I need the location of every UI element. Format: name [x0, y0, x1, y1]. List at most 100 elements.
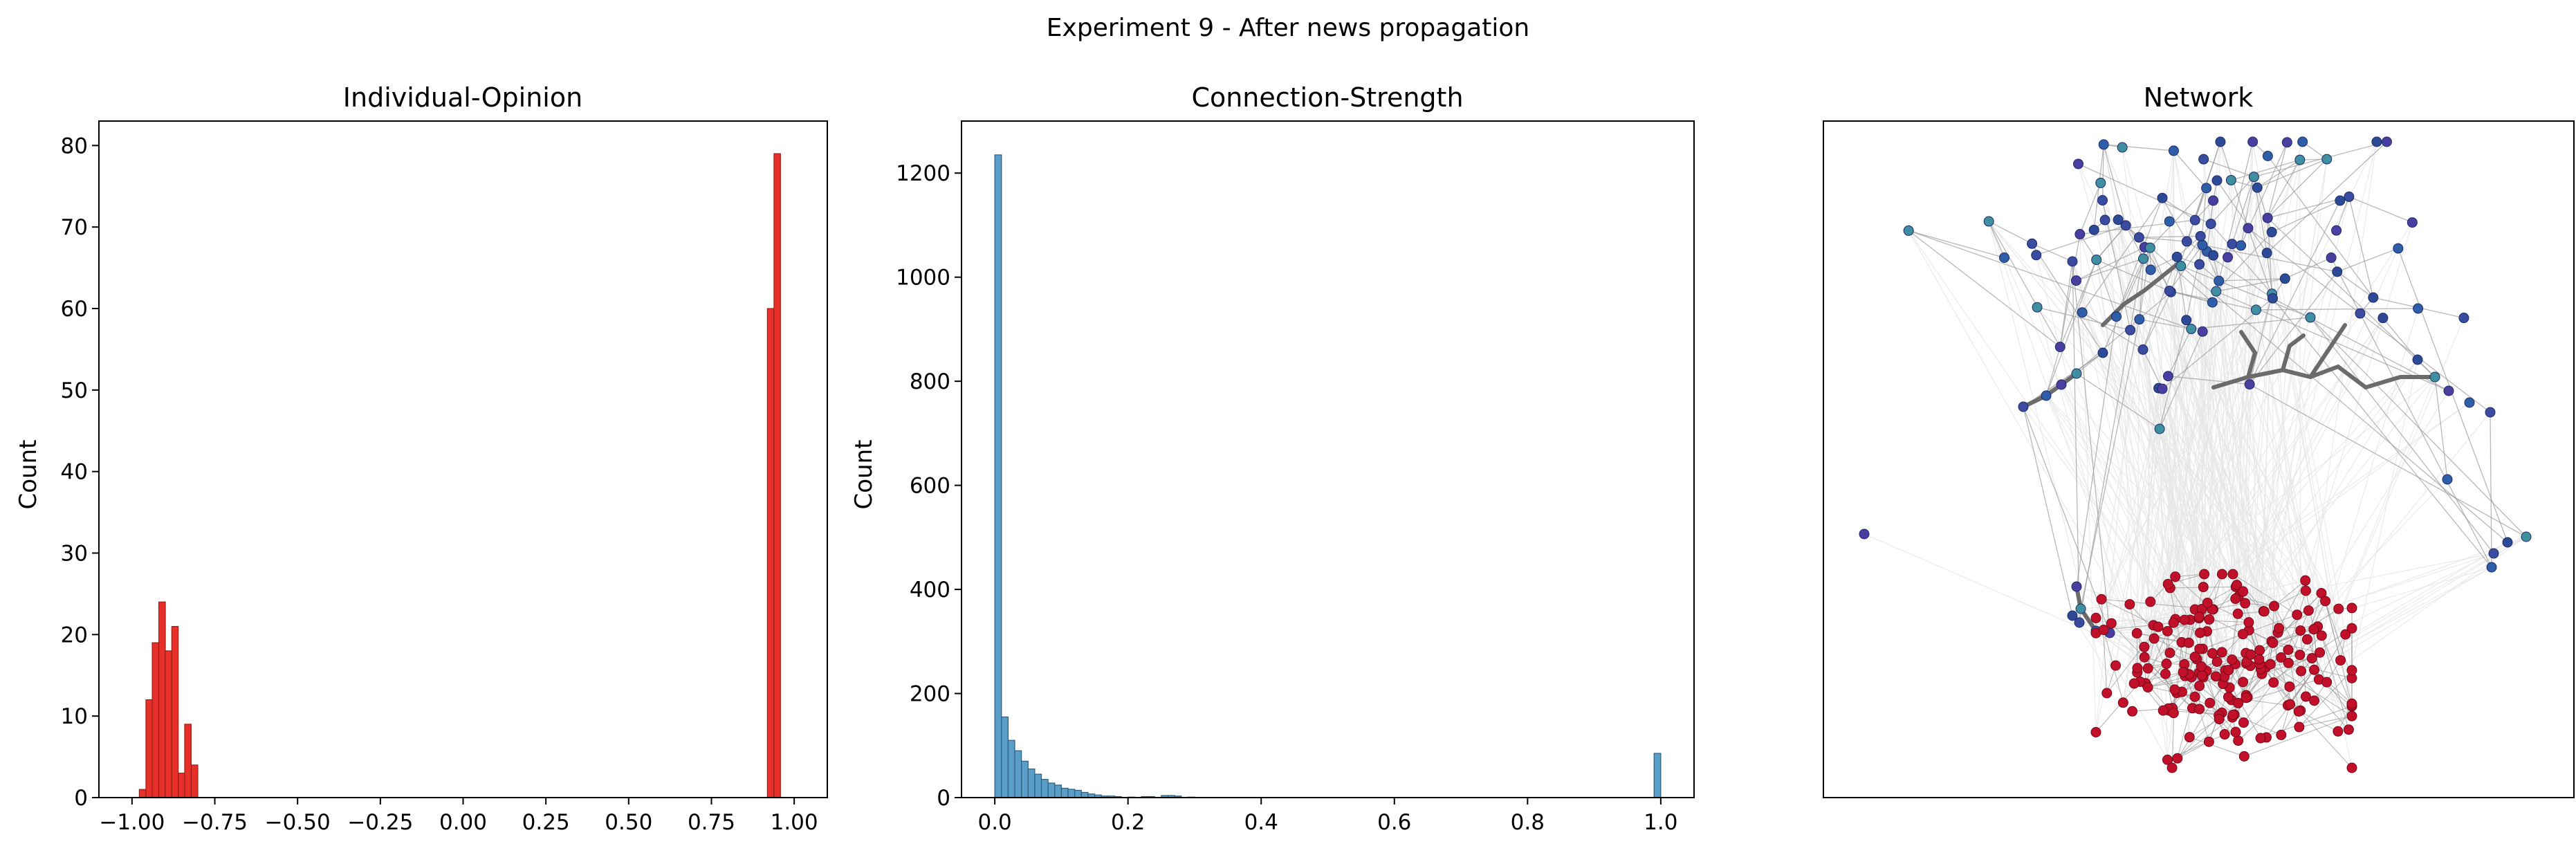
network-edge — [2272, 297, 2492, 568]
network-edge — [2202, 244, 2337, 273]
network-strong-edge — [2239, 330, 2258, 379]
network-edge — [2095, 630, 2168, 760]
network-edge — [2299, 715, 2353, 728]
network-edge — [2199, 708, 2209, 742]
panel2-frame — [961, 120, 1695, 798]
network-node — [2128, 678, 2140, 689]
network-node — [2138, 253, 2149, 264]
network-edge — [2104, 553, 2494, 631]
network-node — [2162, 754, 2173, 765]
network-node — [2413, 303, 2424, 314]
network-node — [2164, 285, 2175, 296]
panel-connection-strength: Connection-Strength Count 0.0 0.2 0.4 0.6 0.… — [850, 82, 1695, 835]
histogram-bar — [190, 764, 199, 798]
network-node — [2214, 275, 2225, 286]
network-node — [2227, 569, 2238, 580]
network-edge — [2150, 269, 2193, 708]
network-edge — [2023, 406, 2073, 616]
network-edge — [2078, 163, 2211, 225]
network-edge — [2270, 606, 2275, 665]
network-node — [2166, 762, 2178, 773]
network-node — [2230, 726, 2241, 737]
network-edge — [2189, 737, 2245, 757]
network-edge — [2076, 258, 2144, 282]
network-nodes — [1859, 136, 2532, 773]
network-node — [2252, 182, 2263, 193]
histogram-bar — [158, 601, 166, 798]
network-edge — [2173, 150, 2178, 693]
network-node — [2305, 312, 2316, 323]
y-tick-label: 400 — [910, 578, 950, 603]
network-edge — [1908, 230, 2061, 348]
network-edge — [2321, 635, 2349, 730]
network-edge — [2250, 141, 2377, 655]
network-edge — [2245, 187, 2258, 604]
network-node — [2254, 645, 2265, 656]
network-edge — [2240, 176, 2255, 246]
network-node — [2202, 598, 2213, 609]
network-edge — [2249, 200, 2341, 385]
network-edge — [2036, 255, 2238, 585]
network-node — [2309, 695, 2320, 706]
network-edge — [2310, 317, 2527, 537]
network-edge — [2326, 681, 2353, 717]
network-node — [2134, 314, 2145, 325]
network-node — [2101, 688, 2113, 699]
network-edge — [2176, 235, 2201, 257]
network-node — [2096, 594, 2107, 605]
network-node — [2326, 252, 2337, 264]
network-node — [2269, 600, 2280, 612]
network-edge — [2103, 144, 2301, 631]
network-edge — [2216, 278, 2285, 292]
network-edge — [2267, 217, 2436, 378]
network-edge — [1908, 230, 2137, 634]
network-edge — [2267, 159, 2301, 219]
network-node — [2233, 697, 2244, 708]
network-edge — [2072, 261, 2110, 634]
histogram-bar — [1007, 739, 1015, 798]
network-node — [2056, 379, 2067, 390]
network-edge — [2210, 176, 2254, 225]
network-node — [2236, 240, 2247, 251]
network-edge — [2095, 150, 2175, 618]
network-node — [2223, 252, 2234, 263]
network-strong-edge — [2308, 323, 2347, 379]
network-edge — [2244, 715, 2353, 757]
network-node — [2131, 627, 2142, 638]
network-node — [2139, 641, 2150, 652]
network-edge — [2200, 236, 2244, 592]
network-edge — [2045, 395, 2271, 665]
network-node — [2464, 397, 2475, 408]
histogram-bar — [184, 724, 192, 798]
network-edge — [2290, 669, 2315, 705]
network-node — [2486, 562, 2497, 573]
y-tick-label: 50 — [61, 378, 88, 403]
histogram-bar — [994, 154, 1002, 798]
network-edge — [2023, 406, 2200, 650]
network-edge — [2101, 297, 2274, 600]
histogram-bar — [1054, 784, 1062, 798]
network-edge — [2337, 248, 2399, 273]
network-node — [2333, 726, 2344, 737]
x-tick-label: −0.50 — [265, 810, 331, 835]
network-node — [2067, 610, 2078, 621]
network-edge — [2281, 696, 2306, 735]
network-node — [2179, 614, 2190, 625]
network-node — [2075, 603, 2086, 614]
histogram-bar — [1040, 779, 1049, 798]
network-edge — [2061, 384, 2189, 643]
network-node — [2117, 142, 2128, 153]
network-edge — [2210, 223, 2273, 295]
network-node — [2158, 705, 2169, 716]
network-edge — [2149, 187, 2207, 248]
network-node — [2199, 569, 2210, 580]
x-tick-label: 0.25 — [522, 810, 570, 835]
network-edge — [2173, 150, 2207, 189]
network-node — [2281, 137, 2292, 148]
network-node — [2162, 578, 2173, 589]
network-node — [2223, 665, 2234, 676]
network-edge — [2142, 257, 2178, 350]
network-node — [2133, 232, 2144, 243]
network-node — [2267, 293, 2278, 304]
network-node — [2335, 655, 2346, 666]
